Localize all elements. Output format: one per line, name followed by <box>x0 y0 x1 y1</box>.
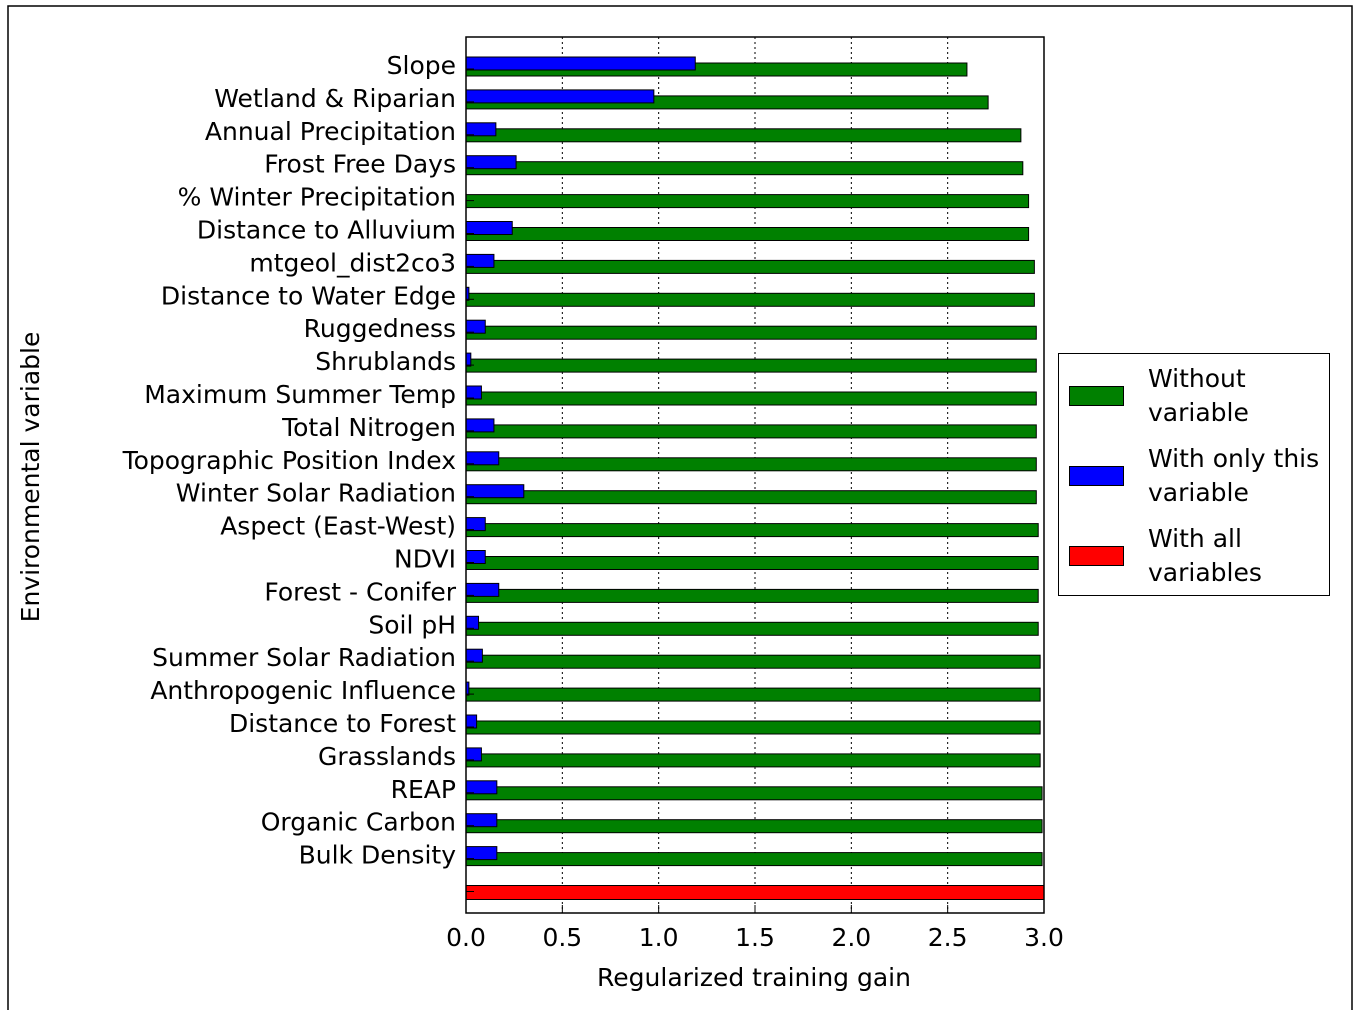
y-tick-label: Topographic Position Index <box>122 446 456 475</box>
bar <box>465 588 1039 603</box>
bar <box>465 391 1037 406</box>
y-tick-label: Summer Solar Radiation <box>152 643 456 672</box>
bar <box>465 556 1039 570</box>
y-tick-label: Wetland & Riparian <box>214 84 456 113</box>
legend-label: With all variables <box>1148 524 1262 587</box>
bar <box>465 56 696 71</box>
bar <box>465 194 1030 209</box>
bar <box>465 582 500 597</box>
x-tick-label: 0.5 <box>542 923 582 952</box>
y-tick-label: Bulk Density <box>299 841 457 870</box>
bar <box>465 786 1043 801</box>
bar <box>465 523 1039 538</box>
y-tick-label: Organic Carbon <box>261 808 456 837</box>
y-tick-label: Shrublands <box>315 347 456 376</box>
bar <box>465 253 495 268</box>
bar <box>465 885 1045 900</box>
bar <box>465 720 1041 735</box>
bar <box>465 654 1041 669</box>
bar <box>465 780 498 795</box>
y-tick-label: Anthropogenic Influence <box>150 676 456 705</box>
y-tick-label: mtgeol_dist2co3 <box>249 248 456 277</box>
y-tick-label: Soil pH <box>368 610 456 639</box>
bar <box>465 424 1037 439</box>
y-tick-label: NDVI <box>394 545 456 574</box>
bar <box>465 753 1041 768</box>
bar <box>465 325 1037 340</box>
legend-item: With only this variable <box>1069 442 1328 510</box>
y-tick-label: Forest - Conifer <box>264 577 456 606</box>
bar <box>465 714 478 729</box>
legend: Without variable With only this variable W… <box>1058 353 1330 596</box>
bar <box>465 89 655 104</box>
bar <box>465 484 525 499</box>
y-tick-label: Frost Free Days <box>264 150 456 179</box>
bar <box>465 457 1037 472</box>
y-tick-label: Grasslands <box>318 742 456 771</box>
bar <box>465 451 500 466</box>
bar <box>465 221 513 235</box>
y-tick-label: Slope <box>387 51 456 80</box>
x-tick-label: 2.5 <box>928 923 968 952</box>
bar <box>465 615 480 630</box>
y-tick-label: Ruggedness <box>304 314 456 343</box>
y-tick-label: Aspect (East-West) <box>220 512 456 541</box>
bar <box>465 621 1039 636</box>
bar <box>465 517 486 532</box>
bar <box>465 319 486 334</box>
x-tick-label: 1.5 <box>735 923 775 952</box>
x-tick-label: 2.0 <box>831 923 871 952</box>
bar <box>465 648 483 663</box>
legend-label: With only this variable <box>1148 444 1320 507</box>
x-tick-label: 3.0 <box>1024 923 1064 952</box>
bar <box>465 122 497 137</box>
legend-swatch <box>1069 546 1124 566</box>
bar <box>465 292 1035 307</box>
y-tick-label: Winter Solar Radiation <box>176 479 456 508</box>
bar <box>465 550 486 564</box>
bar <box>465 852 1043 867</box>
legend-swatch <box>1069 386 1124 406</box>
y-tick-label: Annual Precipitation <box>205 117 456 146</box>
bar <box>465 687 1041 702</box>
plot-frame <box>465 36 1045 914</box>
bar <box>465 161 1024 176</box>
bar <box>465 490 1037 505</box>
bar <box>465 418 495 433</box>
y-tick-label: Distance to Water Edge <box>161 281 456 310</box>
y-tick-label: Total Nitrogen <box>281 413 456 442</box>
legend-label: Without variable <box>1148 364 1249 427</box>
bar <box>465 385 482 400</box>
legend-item: Without variable <box>1069 362 1328 430</box>
frame <box>7 5 1353 1010</box>
y-tick-label: Maximum Summer Temp <box>144 380 456 409</box>
y-tick-label: REAP <box>391 775 456 804</box>
bar <box>465 846 498 861</box>
bar <box>465 155 517 170</box>
bar <box>465 819 1043 834</box>
bar <box>465 813 498 828</box>
bar <box>465 358 1037 373</box>
bar <box>465 227 1030 241</box>
y-axis-label: Environmental variable <box>16 332 45 623</box>
bar <box>465 128 1022 143</box>
y-tick-label: Distance to Forest <box>229 709 456 738</box>
x-axis-label: Regularized training gain <box>597 963 911 992</box>
bar <box>465 259 1035 274</box>
y-tick-label: Distance to Alluvium <box>197 216 456 245</box>
legend-swatch <box>1069 466 1124 486</box>
x-tick-label: 0.0 <box>446 923 486 952</box>
legend-item: With all variables <box>1069 522 1328 590</box>
x-tick-label: 1.0 <box>639 923 679 952</box>
bar <box>465 747 482 762</box>
y-tick-label: % Winter Precipitation <box>178 183 456 212</box>
